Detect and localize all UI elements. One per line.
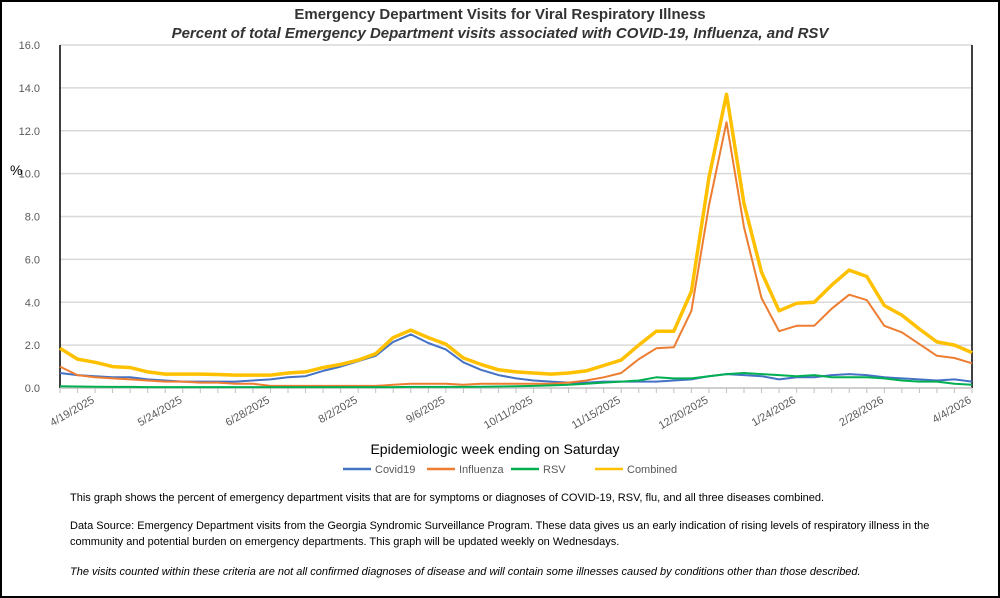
y-tick-label: 4.0 — [25, 297, 40, 309]
x-tick-label: 5/24/2025 — [136, 394, 184, 429]
x-tick-label: 2/28/2026 — [837, 394, 885, 429]
x-axis-label: Epidemiologic week ending on Saturday — [370, 441, 619, 457]
legend: Covid19 Influenza RSV Combined — [343, 464, 677, 476]
y-tick-label: 12.0 — [19, 126, 40, 138]
y-tick-label: 8.0 — [25, 212, 40, 224]
y-tick-label: 10.0 — [19, 169, 40, 181]
chart-subtitle: Percent of total Emergency Department vi… — [171, 25, 829, 42]
x-tick-label: 8/2/2025 — [317, 394, 360, 426]
x-tick-label: 11/15/2025 — [570, 394, 623, 432]
x-tick-label: 1/24/2026 — [750, 394, 798, 429]
x-tick-label: 9/6/2025 — [404, 394, 447, 426]
note-disclaimer: The visits counted within these criteria… — [70, 566, 861, 578]
y-tick-label: 0.0 — [25, 383, 40, 395]
series-line-rsv — [59, 372, 973, 389]
x-tick-label: 6/28/2025 — [224, 394, 272, 429]
y-tick-label: 6.0 — [25, 254, 40, 266]
x-tick-label: 4/4/2026 — [930, 394, 973, 426]
legend-label-covid19: Covid19 — [375, 464, 415, 476]
chart-title: Emergency Department Visits for Viral Re… — [294, 6, 706, 23]
x-tick-label: 12/20/2025 — [657, 394, 711, 432]
legend-label-combined: Combined — [627, 464, 677, 476]
legend-label-influenza: Influenza — [459, 464, 505, 476]
note-description: This graph shows the percent of emergenc… — [70, 492, 825, 504]
y-tick-label: 14.0 — [19, 83, 40, 95]
y-axis-label: % — [10, 162, 22, 178]
y-tick-label: 2.0 — [25, 340, 40, 352]
note-data-source: Data Source: Emergency Department visits… — [70, 520, 930, 548]
series-line-combined — [59, 92, 973, 377]
y-tick-label: 16.0 — [19, 40, 40, 52]
x-tick-label: 10/11/2025 — [482, 394, 535, 432]
legend-label-rsv: RSV — [543, 464, 566, 476]
series-line-influenza — [59, 121, 973, 387]
x-tick-label: 4/19/2025 — [48, 394, 96, 429]
